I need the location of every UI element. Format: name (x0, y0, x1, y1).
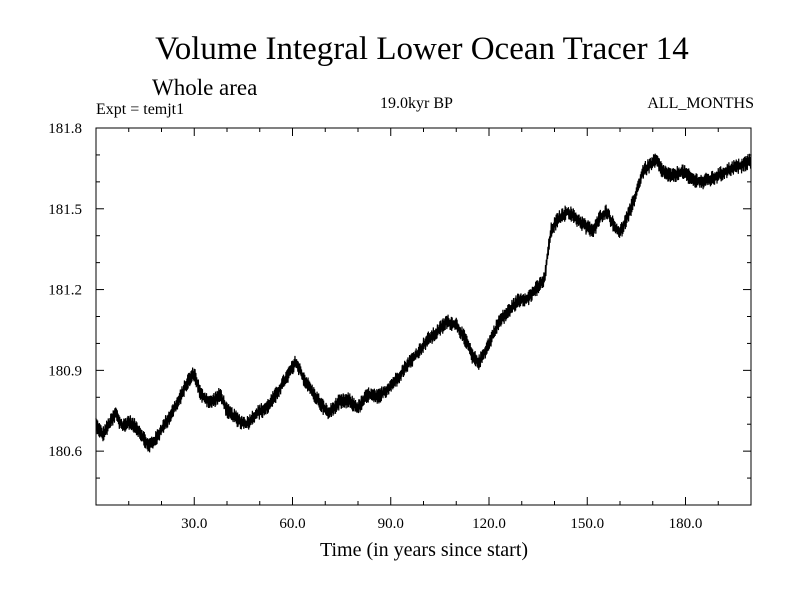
y-tick-label: 181.5 (48, 202, 82, 218)
x-tick-label: 30.0 (181, 516, 207, 532)
x-tick-label: 120.0 (472, 516, 506, 532)
x-axis-label: Time (in years since start) (320, 539, 528, 561)
period-label: 19.0kyr BP (380, 95, 453, 112)
series-line (95, 153, 752, 453)
x-tick-label: 180.0 (669, 516, 703, 532)
y-tick-label: 180.9 (48, 363, 82, 379)
experiment-label: Expt = temjt1 (96, 101, 185, 118)
x-tick-label: 60.0 (279, 516, 305, 532)
chart-title: Volume Integral Lower Ocean Tracer 14 (155, 31, 689, 67)
months-label: ALL_MONTHS (647, 95, 754, 112)
plot-frame (95, 127, 752, 506)
chart-subtitle: Whole area (152, 75, 258, 100)
y-tick-label: 181.2 (48, 283, 82, 299)
x-tick-label: 90.0 (378, 516, 404, 532)
y-tick-label: 180.6 (48, 444, 82, 460)
x-tick-label: 150.0 (570, 516, 604, 532)
y-tick-label: 181.8 (48, 121, 82, 137)
